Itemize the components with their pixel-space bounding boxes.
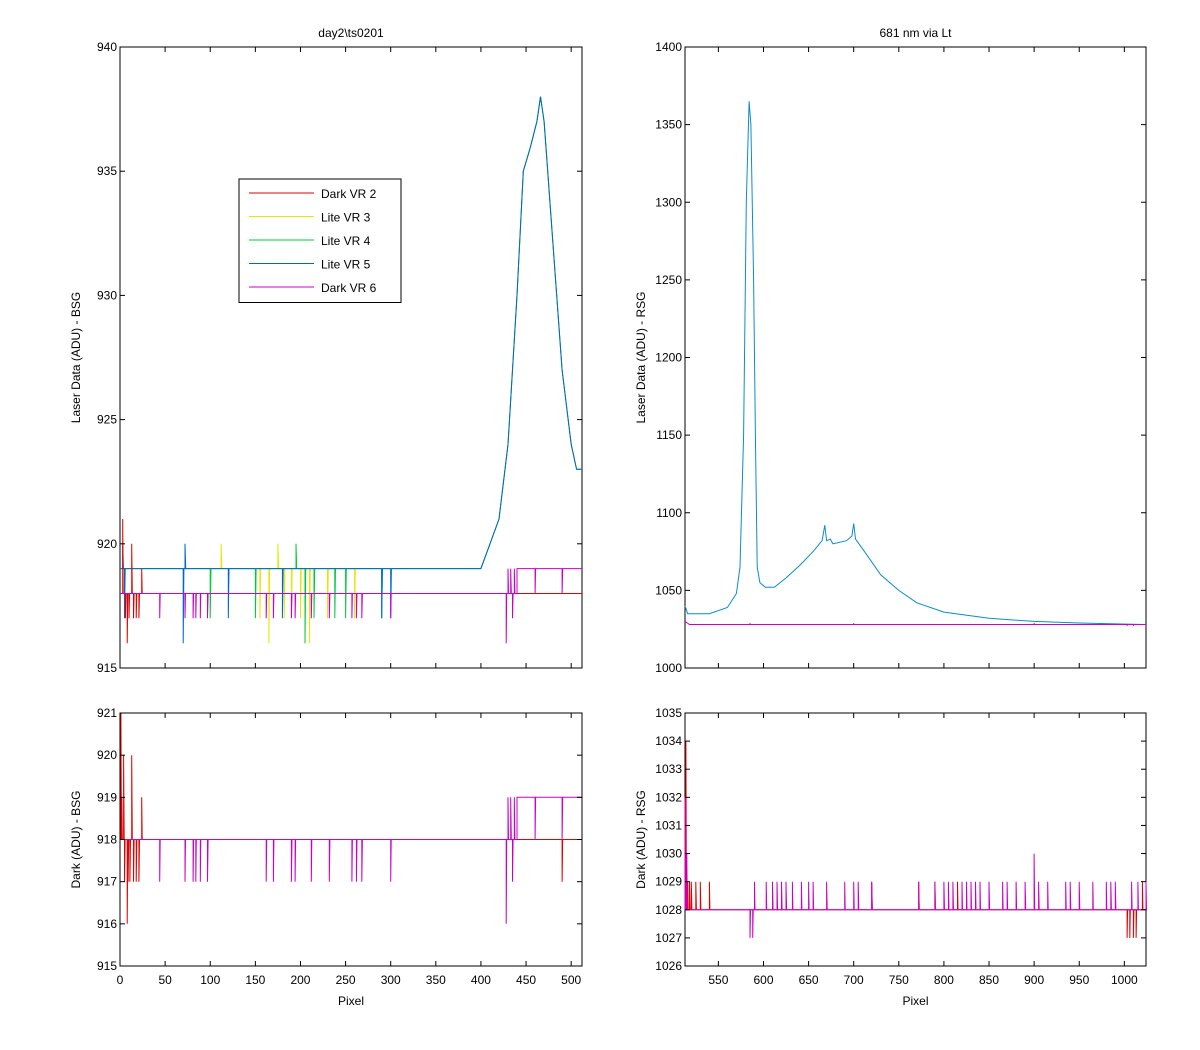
series-line-dark-vr-2 [120,518,582,644]
legend-label: Lite VR 5 [321,258,371,272]
x-tick-label: 850 [979,973,999,987]
y-tick-label: 940 [97,40,117,54]
series-line-lite-vr-5 [120,96,582,644]
y-axis-label: Laser Data (ADU) - RSG [634,291,648,423]
x-tick-label: 650 [799,973,819,987]
y-tick-label: 917 [97,875,117,889]
y-tick-label: 919 [97,790,117,804]
y-axis-label: Laser Data (ADU) - BSG [69,292,83,423]
y-axis-label: Dark (ADU) - RSG [634,790,648,889]
axes: 1000 1050 1100 1150 1200 1250 1300 1350 1400 [655,40,1146,675]
x-tick-label: 500 [561,973,581,987]
y-tick-label: 1031 [655,818,682,832]
x-tick-label: 600 [753,973,773,987]
y-tick-label: 1400 [655,40,682,54]
axes: 550 600 650 700 750 800 850 900 950 1000 1026 1027 1… [655,706,1146,987]
x-tick-label: 0 [117,973,124,987]
x-axis-label: Pixel [902,994,928,1008]
y-tick-label: 1300 [655,195,682,209]
legend-label: Dark VR 2 [321,187,377,201]
x-tick-label: 800 [934,973,954,987]
x-axis-label: Pixel [338,994,364,1008]
x-tick-label: 450 [516,973,536,987]
plot-area [684,46,1147,669]
x-tick-label: 750 [889,973,909,987]
series-group [684,101,1147,627]
chart-title: 681 nm via Lt [879,26,952,40]
x-tick-label: 100 [200,973,220,987]
chart-panel-3: 0 50 100 150 200 250 300 350 400 450 500 915 916 917 9… [69,706,583,1008]
x-tick-label: 1000 [1111,973,1138,987]
series-line-dark-vr-6 [120,796,582,924]
x-tick-label: 550 [708,973,728,987]
y-tick-label: 1100 [656,506,682,520]
y-tick-label: 1030 [655,847,682,861]
y-tick-label: 1029 [655,875,682,889]
legend-label: Lite VR 4 [321,234,371,248]
y-tick-label: 1000 [655,661,682,675]
series-line-dark-vr-6 [120,568,582,644]
y-tick-label: 1050 [655,583,682,597]
y-tick-label: 921 [97,706,117,720]
chart-panel-1: 915 920 925 930 935 940 day2\ts0201 Laser Data … [69,26,583,675]
y-tick-label: 1035 [655,706,682,720]
y-tick-label: 920 [97,748,117,762]
x-tick-label: 950 [1069,973,1089,987]
x-tick-label: 300 [381,973,401,987]
x-tick-label: 150 [245,973,265,987]
series-line-dark-vr-6 [684,797,1148,938]
x-tick-label: 900 [1024,973,1044,987]
axes: 0 50 100 150 200 250 300 350 400 450 500 915 916 917 9… [97,706,582,987]
legend-label: Lite VR 3 [321,211,371,225]
plot-area [119,46,583,669]
y-tick-label: 918 [97,833,117,847]
chart-title: day2\ts0201 [318,26,384,40]
x-tick-label: 700 [844,973,864,987]
x-tick-label: 200 [290,973,310,987]
y-tick-label: 1033 [655,762,682,776]
x-tick-label: 50 [158,973,172,987]
series-group [120,96,582,644]
y-tick-label: 1350 [655,118,682,132]
chart-panel-2: 1000 1050 1100 1150 1200 1250 1300 1350 1400 681 … [634,26,1147,675]
y-tick-label: 920 [97,537,117,551]
x-tick-label: 400 [471,973,491,987]
series-group [684,741,1148,938]
y-tick-label: 1032 [655,790,682,804]
y-tick-label: 935 [97,164,117,178]
x-tick-label: 250 [336,973,356,987]
series-line-lite [684,101,1147,625]
series-line-dark [684,620,1146,625]
y-tick-label: 1028 [655,903,682,917]
y-tick-label: 915 [97,661,117,675]
chart-panel-4: 550 600 650 700 750 800 850 900 950 1000 1026 1027 1… [634,706,1148,1008]
y-tick-label: 915 [97,959,117,973]
legend-label: Dark VR 6 [321,281,377,295]
y-tick-label: 930 [97,288,117,302]
y-tick-label: 1250 [655,273,682,287]
y-tick-label: 1200 [655,351,682,365]
x-tick-label: 350 [426,973,446,987]
y-tick-label: 1034 [655,734,682,748]
legend-box [238,178,402,303]
y-tick-label: 1026 [655,959,682,973]
y-tick-label: 925 [97,413,117,427]
y-tick-label: 1027 [655,931,682,945]
y-tick-label: 1150 [656,428,682,442]
legend: Dark VR 2 Lite VR 3 Lite VR 4 Lite VR 5 Dark… [238,178,402,303]
y-axis-label: Dark (ADU) - BSG [69,790,83,888]
axes: 915 920 925 930 935 940 [97,40,582,675]
plot-area [684,712,1147,967]
y-tick-label: 916 [97,917,117,931]
